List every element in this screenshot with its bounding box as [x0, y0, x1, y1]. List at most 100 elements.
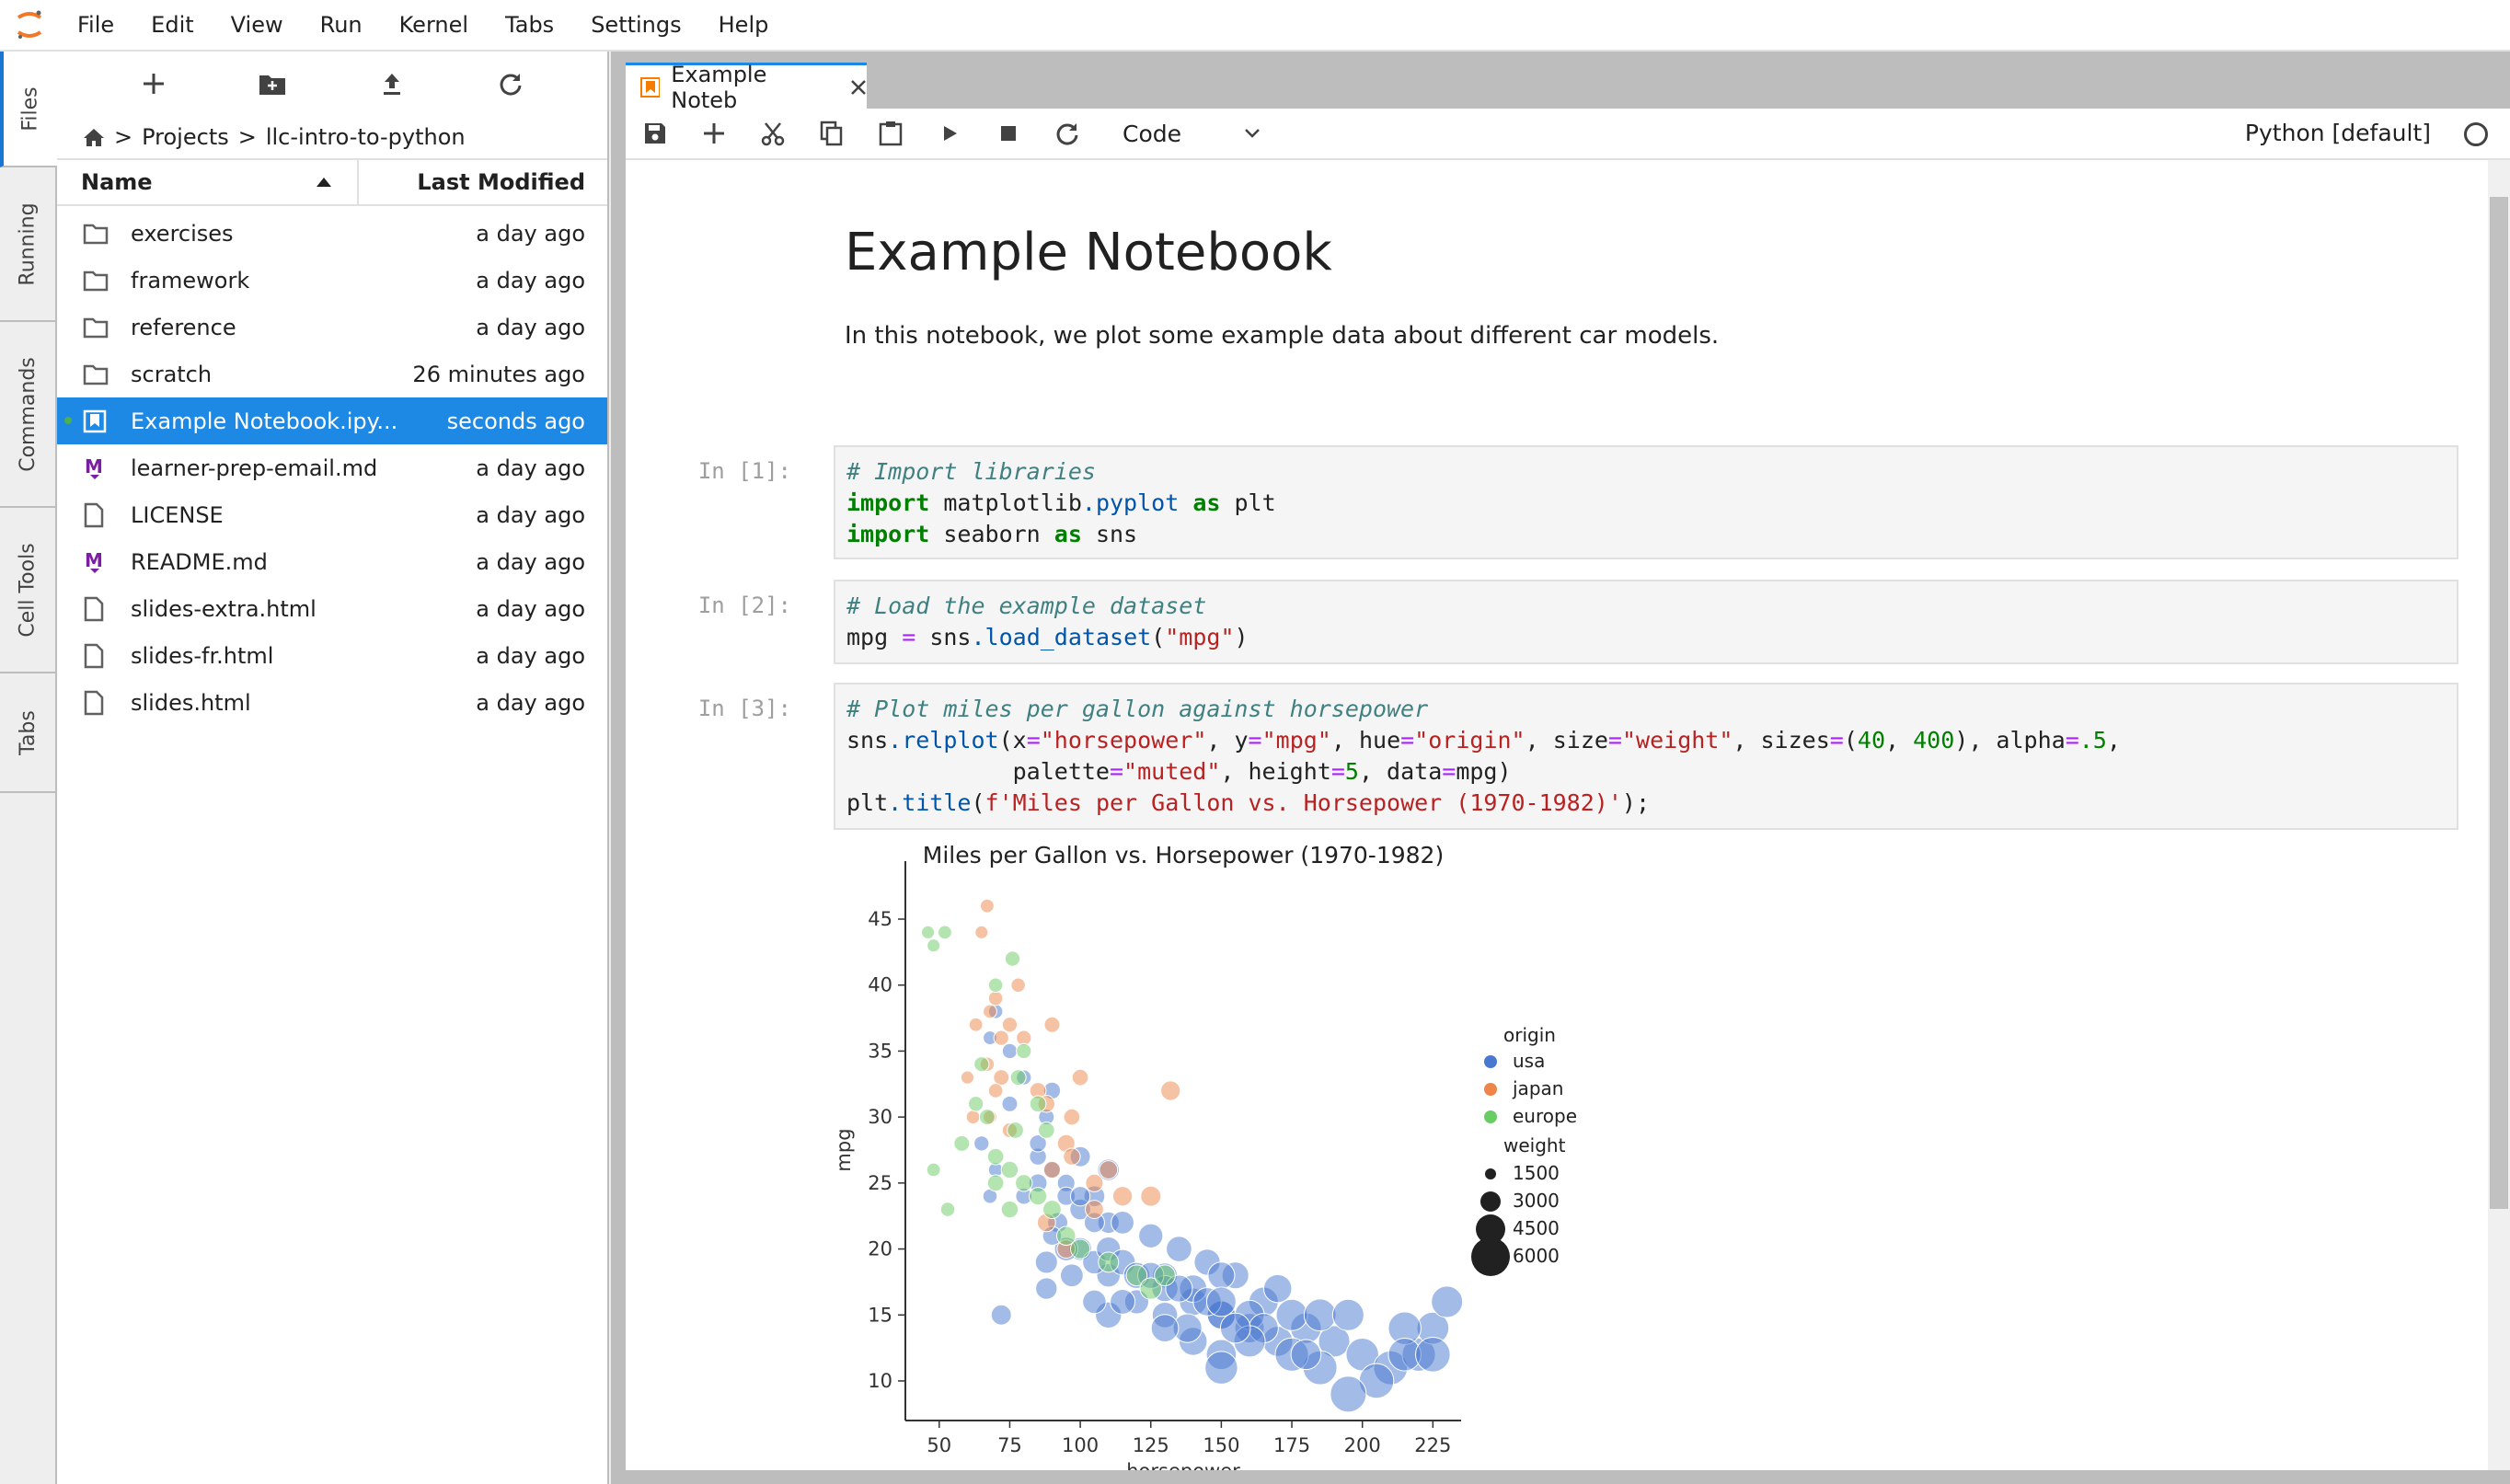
file-name: learner-prep-email.md	[131, 454, 378, 481]
left-side-tabs: Files Running Commands Cell Tools Tabs	[0, 52, 57, 1484]
file-icon	[84, 643, 104, 668]
cut-button[interactable]	[743, 113, 802, 154]
side-tab-running[interactable]: Running	[0, 167, 55, 322]
data-point-europe	[939, 1202, 956, 1217]
file-modified: a day ago	[476, 689, 585, 716]
menu-run[interactable]: Run	[319, 12, 363, 38]
scatter-chart: Miles per Gallon vs. Horsepower (1970-19…	[833, 842, 1577, 1470]
menu-file[interactable]: File	[77, 12, 115, 38]
breadcrumb-separator: >	[237, 124, 257, 150]
file-row[interactable]: M README.md a day ago	[57, 538, 607, 585]
data-point-japan	[968, 1017, 984, 1032]
file-row[interactable]: scratch 26 minutes ago	[57, 351, 607, 397]
code-cell-1[interactable]: # Import libraries import matplotlib.pyp…	[834, 445, 2458, 559]
side-tab-cell-tools[interactable]: Cell Tools	[0, 508, 55, 673]
data-point-europe	[1000, 1160, 1019, 1179]
code-cell-3[interactable]: # Plot miles per gallon against horsepow…	[834, 683, 2458, 830]
breadcrumb-projects[interactable]: Projects	[142, 124, 229, 150]
notebook-toolbar: Code Python [default]	[626, 109, 2510, 160]
data-point-europe	[927, 938, 941, 953]
legend-size-label: 6000	[1513, 1245, 1560, 1267]
file-row[interactable]: Example Notebook.ipy... seconds ago	[57, 397, 607, 444]
upload-button[interactable]	[372, 63, 412, 104]
data-point-europe	[1125, 1264, 1148, 1287]
file-modified: a day ago	[476, 548, 585, 575]
interrupt-kernel-button[interactable]	[979, 113, 1038, 154]
legend-label-europe: europe	[1513, 1105, 1577, 1127]
data-point-usa	[1331, 1298, 1364, 1331]
breadcrumb-current-folder[interactable]: llc-intro-to-python	[265, 124, 466, 150]
copy-button[interactable]	[802, 113, 861, 154]
menu-view[interactable]: View	[230, 12, 283, 38]
data-point-usa	[1082, 1289, 1107, 1315]
menu-help[interactable]: Help	[718, 12, 769, 38]
side-tab-tabs[interactable]: Tabs	[0, 673, 55, 793]
sort-by-name-header[interactable]: Name	[57, 160, 359, 204]
file-icon	[84, 596, 104, 621]
data-point-usa	[1001, 1042, 1019, 1060]
data-point-europe	[1154, 1264, 1176, 1287]
markdown-icon: M	[85, 550, 103, 573]
menu-kernel[interactable]: Kernel	[398, 12, 469, 38]
data-point-europe	[1069, 1238, 1091, 1260]
new-launcher-button[interactable]	[133, 63, 174, 104]
stop-icon	[1001, 126, 1016, 141]
close-icon[interactable]	[849, 78, 867, 97]
scrollbar-thumb[interactable]	[2490, 197, 2508, 1209]
legend-size-marker	[1476, 1214, 1505, 1244]
save-button[interactable]	[626, 113, 685, 154]
data-point-japan	[987, 1083, 1004, 1099]
file-row[interactable]: framework a day ago	[57, 257, 607, 304]
home-icon[interactable]	[83, 127, 105, 147]
restart-kernel-button[interactable]	[1038, 113, 1097, 154]
new-folder-icon	[259, 75, 286, 95]
data-point-europe	[1029, 1095, 1047, 1113]
file-row[interactable]: exercises a day ago	[57, 210, 607, 257]
notebook-scrollbar[interactable]	[2488, 160, 2510, 1470]
data-point-usa	[1290, 1339, 1322, 1371]
run-cell-button[interactable]	[920, 113, 979, 154]
file-modified: a day ago	[476, 642, 585, 669]
menu-tabs[interactable]: Tabs	[505, 12, 555, 38]
sort-by-modified-header[interactable]: Last Modified	[417, 169, 585, 195]
data-point-europe	[978, 1109, 996, 1126]
folder-icon	[83, 270, 109, 291]
file-row[interactable]: slides-fr.html a day ago	[57, 632, 607, 679]
menu-edit[interactable]: Edit	[151, 12, 194, 38]
code-cell-2[interactable]: # Load the example dataset mpg = sns.loa…	[834, 580, 2458, 664]
kernel-name[interactable]: Python [default]	[2244, 120, 2431, 146]
side-tab-commands[interactable]: Commands	[0, 322, 55, 508]
file-modified: 26 minutes ago	[412, 361, 585, 387]
main-area: Example Noteb Code	[611, 52, 2510, 1484]
data-point-europe	[1037, 1122, 1055, 1139]
file-icon	[84, 690, 104, 715]
data-point-europe	[1000, 1200, 1019, 1219]
y-tick-label: 10	[868, 1370, 892, 1392]
paste-button[interactable]	[861, 113, 920, 154]
data-point-usa	[1034, 1250, 1058, 1274]
svg-text:M: M	[85, 550, 103, 571]
x-tick-label: 225	[1414, 1434, 1451, 1456]
insert-cell-button[interactable]	[685, 113, 743, 154]
jupyter-logo-icon	[0, 0, 59, 51]
y-axis-label: mpg	[833, 1128, 855, 1171]
side-tab-files[interactable]: Files	[0, 52, 57, 167]
file-row[interactable]: reference a day ago	[57, 304, 607, 351]
cell-type-dropdown[interactable]: Code	[1123, 121, 1261, 147]
file-row[interactable]: LICENSE a day ago	[57, 491, 607, 538]
data-point-usa	[1138, 1223, 1164, 1248]
menu-settings[interactable]: Settings	[591, 12, 682, 38]
data-point-europe	[973, 1056, 990, 1073]
file-browser-toolbar	[57, 52, 607, 116]
data-point-europe	[1016, 1042, 1032, 1060]
refresh-button[interactable]	[490, 63, 531, 104]
data-point-usa	[973, 1135, 990, 1152]
new-folder-button[interactable]	[252, 63, 293, 104]
tab-example-notebook[interactable]: Example Noteb	[626, 62, 867, 113]
x-tick-label: 150	[1203, 1434, 1239, 1456]
file-row[interactable]: slides.html a day ago	[57, 679, 607, 726]
file-row[interactable]: slides-extra.html a day ago	[57, 585, 607, 632]
y-tick-label: 20	[868, 1238, 892, 1260]
legend-size-label: 3000	[1513, 1190, 1560, 1212]
